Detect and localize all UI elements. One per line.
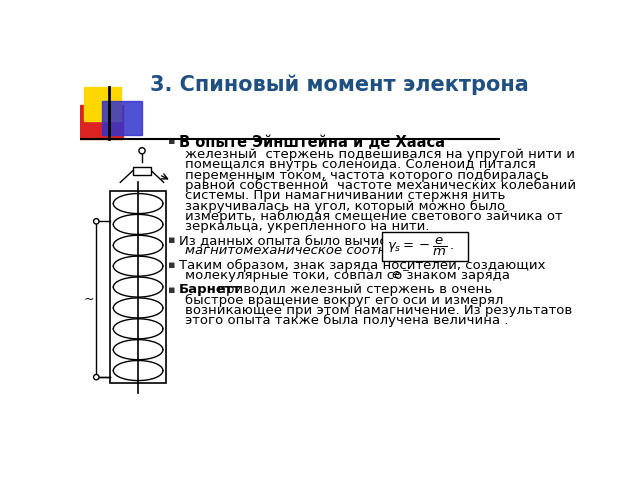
Bar <box>132 167 151 175</box>
Text: магнитомеханическое соотношение:: магнитомеханическое соотношение: <box>186 244 445 257</box>
Text: ~: ~ <box>83 293 94 306</box>
Text: 3. Спиновый момент электрона: 3. Спиновый момент электрона <box>150 74 529 95</box>
Text: переменным током, частота которого подбиралась: переменным током, частота которого подби… <box>186 168 549 181</box>
Text: ▪: ▪ <box>168 236 176 245</box>
Text: ▪: ▪ <box>168 136 176 146</box>
Text: помещался внутрь соленоида. Соленоид питался: помещался внутрь соленоида. Соленоид пит… <box>186 158 536 171</box>
Text: В опыте Эйнштейна и де Хааса: В опыте Эйнштейна и де Хааса <box>179 134 445 150</box>
Text: быстрое вращение вокруг его оси и измерял: быстрое вращение вокруг его оси и измеря… <box>186 294 504 307</box>
Text: возникающее при этом намагничение. Из результатов: возникающее при этом намагничение. Из ре… <box>186 304 573 317</box>
Text: молекулярные токи, совпал со знаком заряда: молекулярные токи, совпал со знаком заря… <box>186 269 515 282</box>
Text: $e^-$$\,.$: $e^-$$\,.$ <box>391 269 418 282</box>
Text: $\gamma_s = -\dfrac{e}{m}$$\,.$: $\gamma_s = -\dfrac{e}{m}$$\,.$ <box>387 236 454 258</box>
Text: Таким образом, знак заряда носителей, создающих: Таким образом, знак заряда носителей, со… <box>179 259 546 272</box>
Text: закручивалась на угол, который можно было: закручивалась на угол, который можно был… <box>186 200 506 213</box>
Text: железный  стержень подвешивался на упругой нити и: железный стержень подвешивался на упруго… <box>186 148 575 161</box>
Text: этого опыта также была получена величина .: этого опыта также была получена величина… <box>186 314 509 327</box>
Text: приводил железный стержень в очень: приводил железный стержень в очень <box>213 283 492 296</box>
Text: Барнетт: Барнетт <box>179 283 242 296</box>
Text: ▪: ▪ <box>168 260 176 270</box>
Text: зеркальца, укрепленного на нити.: зеркальца, укрепленного на нити. <box>186 220 430 233</box>
Circle shape <box>139 148 145 154</box>
Bar <box>382 232 467 261</box>
Text: измерить, наблюдая смещение светового зайчика от: измерить, наблюдая смещение светового за… <box>186 210 563 223</box>
Bar <box>102 101 142 134</box>
Bar <box>84 87 121 121</box>
Text: равной собственной  частоте механических колебаний: равной собственной частоте механических … <box>186 179 577 192</box>
Circle shape <box>93 374 99 380</box>
Text: Из данных опыта было вычислено: Из данных опыта было вычислено <box>179 234 420 247</box>
Text: системы. При намагничивании стержня нить: системы. При намагничивании стержня нить <box>186 189 506 202</box>
Bar <box>80 105 123 139</box>
Bar <box>110 191 166 384</box>
Text: ▪: ▪ <box>168 285 176 295</box>
Circle shape <box>93 218 99 224</box>
